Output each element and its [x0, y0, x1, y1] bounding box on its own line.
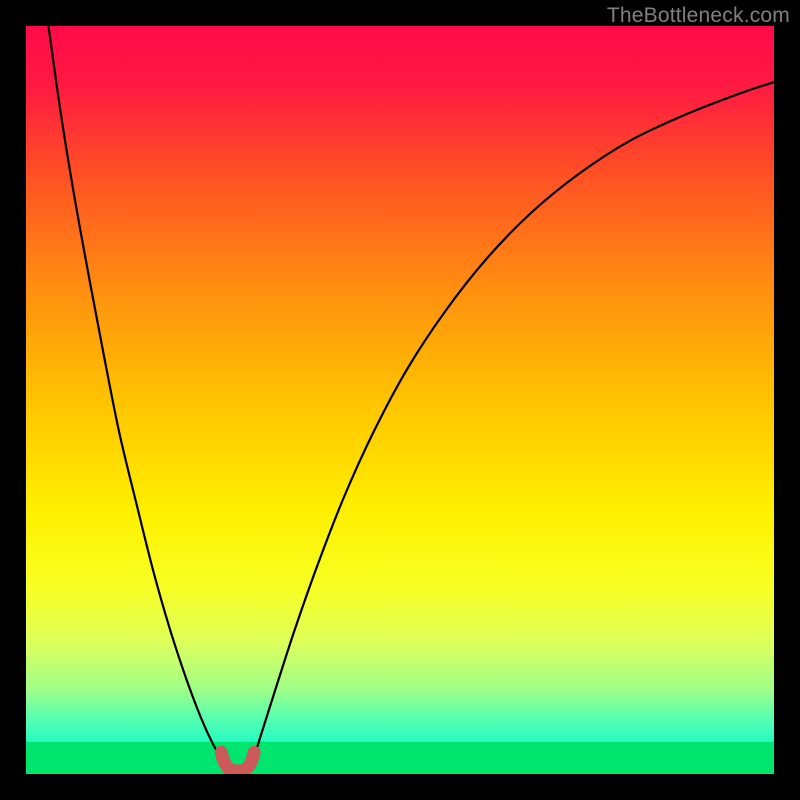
chart-frame: TheBottleneck.com	[0, 0, 800, 800]
plot-area	[26, 26, 774, 774]
gradient-background	[26, 26, 774, 774]
watermark-text: TheBottleneck.com	[607, 4, 790, 28]
green-band	[26, 742, 774, 774]
plot-svg	[26, 26, 774, 774]
